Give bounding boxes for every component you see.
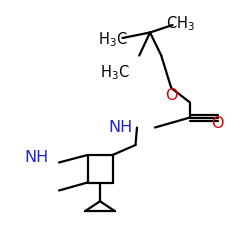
Text: NH: NH bbox=[24, 150, 48, 165]
Text: H$_3$C: H$_3$C bbox=[100, 63, 130, 82]
Text: O: O bbox=[165, 88, 177, 102]
Text: CH$_3$: CH$_3$ bbox=[166, 14, 194, 33]
Text: O: O bbox=[211, 116, 224, 131]
Text: NH: NH bbox=[108, 120, 132, 135]
Text: H$_3$C: H$_3$C bbox=[98, 31, 127, 49]
